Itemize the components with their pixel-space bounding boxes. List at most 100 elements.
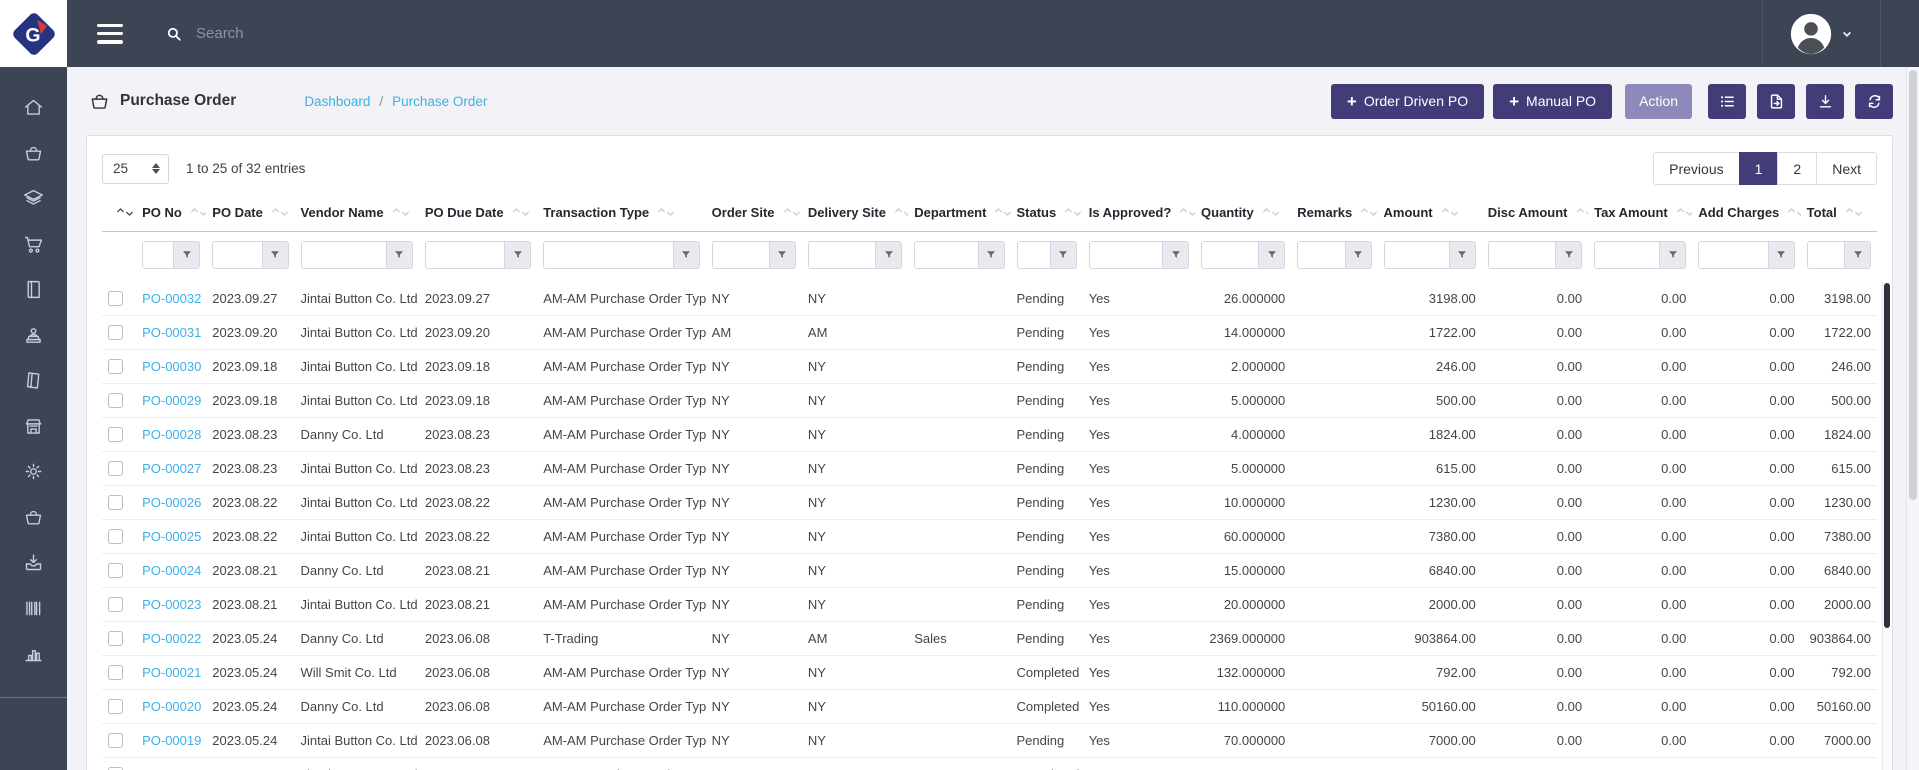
filter-button-is-approved[interactable] [1162,242,1188,268]
po-number-link[interactable]: PO-00022 [142,631,201,646]
sort-icons[interactable] [1261,207,1281,218]
filter-input-disc-amount[interactable] [1489,242,1555,268]
search-input[interactable] [196,25,496,42]
sort-icons[interactable] [1178,207,1195,218]
row-checkbox[interactable] [108,325,123,340]
page-scrollbar-thumb[interactable] [1909,70,1917,500]
po-number-link[interactable]: PO-00020 [142,699,201,714]
filter-button-status[interactable] [1050,242,1076,268]
filter-input-is-approved[interactable] [1090,242,1162,268]
sort-icons[interactable] [656,207,676,218]
filter-input-remarks[interactable] [1298,242,1344,268]
sort-icons[interactable] [115,207,135,218]
sort-icons[interactable] [270,207,290,218]
user-menu[interactable] [1762,0,1881,67]
sidebar-item-ledger[interactable] [0,267,67,313]
column-header-po-date[interactable]: PO Date [206,197,294,232]
pagination-page-2[interactable]: 2 [1777,152,1817,185]
sort-icons[interactable] [1063,207,1082,218]
filter-input-po-no[interactable] [143,242,173,268]
filter-button-total[interactable] [1844,242,1870,268]
column-header-select[interactable] [102,197,136,232]
row-checkbox[interactable] [108,529,123,544]
column-header-vendor-name[interactable]: Vendor Name [295,197,419,232]
breadcrumb-dashboard[interactable]: Dashboard [304,94,370,109]
po-number-link[interactable]: PO-00030 [142,359,201,374]
row-checkbox[interactable] [108,427,123,442]
filter-button-tax-amount[interactable] [1659,242,1685,268]
order-driven-po-button[interactable]: + Order Driven PO [1331,84,1484,119]
filter-button-delivery-site[interactable] [875,242,901,268]
app-logo[interactable]: G [0,0,67,67]
filter-button-po-no[interactable] [173,242,199,268]
sort-icons[interactable] [1575,207,1589,218]
po-number-link[interactable]: PO-00027 [142,461,201,476]
sort-icons[interactable] [1675,207,1693,218]
row-checkbox[interactable] [108,359,123,374]
column-header-is-approved[interactable]: Is Approved? [1083,197,1195,232]
column-header-total[interactable]: Total [1801,197,1877,232]
filter-input-quantity[interactable] [1202,242,1258,268]
filter-button-po-date[interactable] [262,242,288,268]
file-export-button[interactable] [1757,84,1795,119]
filter-input-department[interactable] [915,242,977,268]
sort-icons[interactable] [189,207,206,218]
po-number-link[interactable]: PO-00026 [142,495,201,510]
menu-icon[interactable] [97,24,123,44]
filter-button-po-due-date[interactable] [504,242,530,268]
row-checkbox[interactable] [108,461,123,476]
sidebar-item-barcode[interactable] [0,586,67,632]
sort-icons[interactable] [893,207,908,218]
sort-icons[interactable] [391,207,411,218]
row-checkbox[interactable] [108,393,123,408]
sidebar-item-reports[interactable] [0,631,67,677]
sort-icons[interactable] [1440,207,1460,218]
filter-button-remarks[interactable] [1345,242,1371,268]
column-header-delivery-site[interactable]: Delivery Site [802,197,908,232]
table-scrollbar-thumb[interactable] [1884,283,1890,628]
filter-button-department[interactable] [978,242,1004,268]
po-number-link[interactable]: PO-00031 [142,325,201,340]
column-header-add-charges[interactable]: Add Charges [1692,197,1800,232]
pagination-previous[interactable]: Previous [1653,152,1739,185]
filter-button-add-charges[interactable] [1768,242,1794,268]
column-header-transaction-type[interactable]: Transaction Type [537,197,705,232]
sidebar-item-store[interactable] [0,404,67,450]
filter-button-disc-amount[interactable] [1555,242,1581,268]
row-checkbox[interactable] [108,733,123,748]
action-button[interactable]: Action [1625,84,1692,119]
row-checkbox[interactable] [108,699,123,714]
row-checkbox[interactable] [108,495,123,510]
filter-input-vendor-name[interactable] [302,242,386,268]
column-header-status[interactable]: Status [1011,197,1083,232]
filter-input-add-charges[interactable] [1699,242,1767,268]
row-checkbox[interactable] [108,291,123,306]
row-checkbox[interactable] [108,631,123,646]
filter-input-po-date[interactable] [213,242,261,268]
filter-input-po-due-date[interactable] [426,242,504,268]
column-header-order-site[interactable]: Order Site [706,197,802,232]
sidebar-item-catalog[interactable] [0,358,67,404]
filter-input-transaction-type[interactable] [544,242,672,268]
sort-icons[interactable] [511,207,531,218]
column-header-tax-amount[interactable]: Tax Amount [1588,197,1692,232]
po-number-link[interactable]: PO-00032 [142,291,201,306]
filter-input-tax-amount[interactable] [1595,242,1659,268]
sidebar-item-settings[interactable] [0,449,67,495]
filter-input-delivery-site[interactable] [809,242,875,268]
column-header-po-no[interactable]: PO No [136,197,206,232]
download-button[interactable] [1806,84,1844,119]
filter-input-amount[interactable] [1385,242,1449,268]
sidebar-item-receiving[interactable] [0,540,67,586]
sidebar-item-inventory[interactable] [0,176,67,222]
filter-button-vendor-name[interactable] [386,242,412,268]
sidebar-item-purchase[interactable] [0,131,67,177]
pagination-next[interactable]: Next [1816,152,1877,185]
column-header-quantity[interactable]: Quantity [1195,197,1291,232]
sort-icons[interactable] [993,207,1010,218]
column-header-disc-amount[interactable]: Disc Amount [1482,197,1588,232]
page-size-select[interactable]: 25 [102,154,169,184]
page-scrollbar[interactable] [1906,67,1919,770]
filter-button-transaction-type[interactable] [673,242,699,268]
sidebar-item-sales-cart[interactable] [0,222,67,268]
